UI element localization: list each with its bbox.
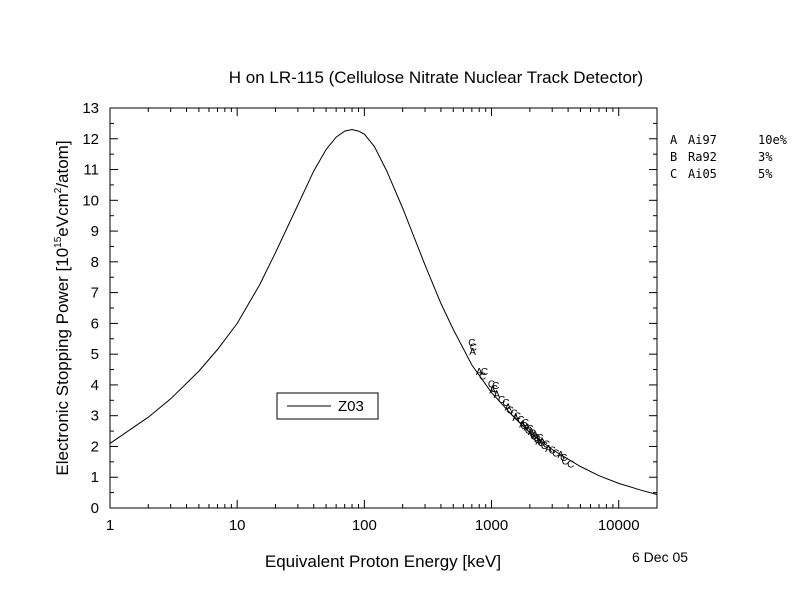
dataset-legend: A Ai97 10e% B Ra92 3% C Ai05 5% (670, 133, 788, 181)
x-tick-label: 100 (352, 517, 377, 534)
data-point: C (534, 435, 541, 446)
data-point: C (552, 449, 559, 460)
data-point: C (507, 406, 514, 417)
dataset-legend-letter: A (670, 133, 678, 147)
data-point: C (560, 453, 567, 464)
y-tick-label: 2 (91, 438, 99, 455)
y-axis-label-sup2: 2 (53, 187, 64, 193)
data-point: C (498, 395, 505, 406)
data-point: A (539, 436, 546, 447)
dataset-legend-letter: C (670, 167, 677, 181)
data-point: C (536, 433, 543, 444)
y-tick-label: 11 (83, 162, 99, 179)
date-stamp: 6 Dec 05 (632, 549, 688, 565)
data-point: C (530, 432, 537, 443)
data-point: C (537, 438, 544, 449)
data-point: A (512, 413, 519, 424)
data-point: A (489, 386, 496, 397)
x-tick-label: 1 (106, 517, 114, 534)
data-point: A (524, 422, 531, 433)
data-point: A (528, 427, 535, 438)
y-tick-label: 0 (91, 500, 99, 517)
y-tick-label: 3 (91, 408, 99, 425)
y-axis-label-mid: eVcm (53, 193, 72, 236)
data-point: A (469, 347, 476, 358)
dataset-legend-code: Ai05 (688, 167, 717, 181)
data-point: A (493, 390, 500, 401)
y-axis-label: Electronic Stopping Power [1015eVcm2/ato… (53, 140, 72, 475)
y-tick-label: 10 (82, 192, 99, 209)
y-tick-label: 5 (91, 346, 99, 363)
y-axis-label-sup1: 15 (53, 236, 64, 248)
plot-area (109, 107, 658, 509)
data-point: C (510, 409, 517, 420)
data-point: C (468, 338, 475, 349)
dataset-legend-code: Ra92 (688, 150, 717, 164)
x-tick-label: 1000 (475, 517, 508, 534)
legend: Z03 (276, 392, 379, 420)
y-tick-label: 8 (91, 254, 99, 271)
y-tick-label: 12 (82, 131, 99, 148)
data-point: A (519, 419, 526, 430)
dataset-legend-code: Ai97 (688, 133, 717, 147)
x-axis-label: Equivalent Proton Energy [keV] (265, 552, 501, 571)
series-data-points: CACACCCACCACCACCACCACCACCACCACCACCACCACC… (468, 338, 574, 471)
x-tick-label: 10000 (598, 517, 640, 534)
data-point: C (479, 372, 486, 383)
legend-entry-z03: Z03 (338, 398, 364, 415)
data-point: C (502, 398, 509, 409)
data-point: C (562, 456, 569, 467)
y-tick-label: 6 (91, 315, 99, 332)
data-point: C (541, 441, 548, 452)
data-point: C (526, 424, 533, 435)
y-tick-label: 9 (91, 223, 99, 240)
curve-z03 (109, 128, 658, 495)
y-tick-label: 4 (91, 377, 99, 394)
dataset-legend-error: 3% (758, 150, 773, 164)
y-tick-label: 13 (82, 100, 99, 117)
data-point: C (514, 412, 521, 423)
data-point: C (488, 379, 495, 390)
x-axis: 1 10 100 1000 10000 (106, 108, 640, 534)
data-point: C (517, 415, 524, 426)
data-point: C (492, 381, 499, 392)
data-point: C (529, 429, 536, 440)
y-axis-label-prefix: Electronic Stopping Power [10 (53, 248, 72, 476)
data-point: C (491, 384, 498, 395)
data-point: C (481, 367, 488, 378)
y-tick-label: 1 (91, 469, 99, 486)
y-axis-label-suffix: /atom] (53, 140, 72, 187)
data-point: A (476, 367, 483, 378)
plot-frame (109, 107, 658, 509)
data-point: A (532, 430, 539, 441)
data-point: C (543, 439, 550, 450)
data-point: C (520, 421, 527, 432)
series-z03 (109, 128, 658, 495)
x-tick-label: 10 (229, 517, 246, 534)
data-point: A (535, 436, 542, 447)
dataset-legend-error: 5% (758, 167, 773, 181)
data-point: A (545, 444, 552, 455)
data-point: C (567, 459, 574, 470)
data-point: C (470, 342, 477, 353)
data-point: A (505, 402, 512, 413)
data-point: A (557, 450, 564, 461)
data-point: C (522, 418, 529, 429)
chart-title: H on LR-115 (Cellulose Nitrate Nuclear T… (229, 68, 643, 87)
y-tick-label: 7 (91, 285, 99, 302)
dataset-legend-letter: B (670, 150, 677, 164)
data-point: C (533, 433, 540, 444)
data-point: C (549, 446, 556, 457)
dataset-legend-error: 10e% (758, 133, 788, 147)
data-point: C (525, 426, 532, 437)
